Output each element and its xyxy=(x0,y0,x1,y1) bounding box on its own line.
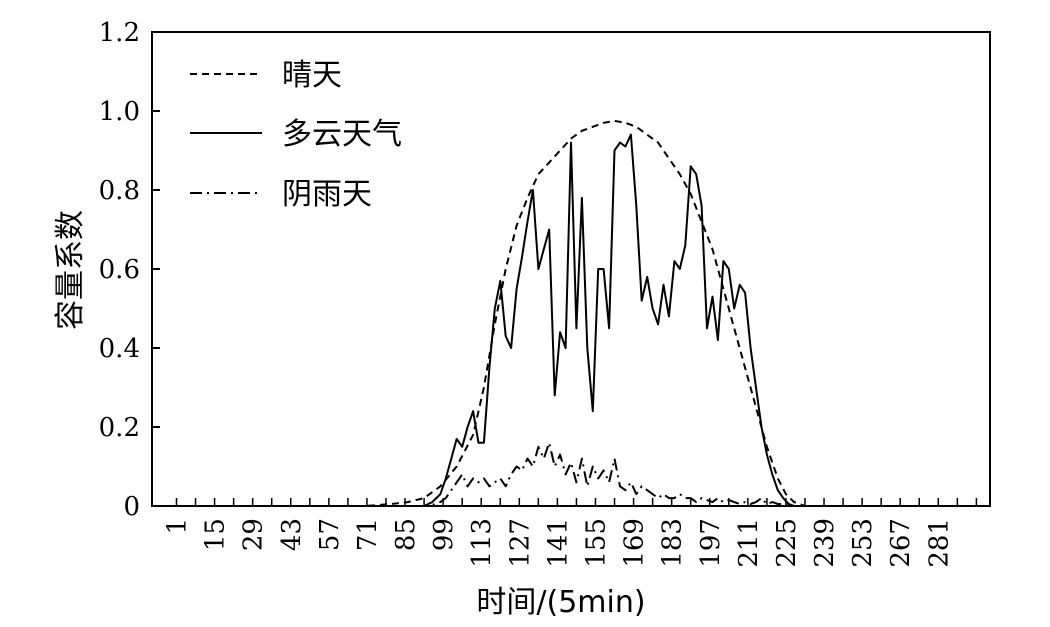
x-tick-label: 71 xyxy=(353,518,383,551)
series-line-1 xyxy=(152,133,990,507)
x-tick-label: 141 xyxy=(543,518,573,568)
series-line-0 xyxy=(152,119,990,507)
x-tick-label: 99 xyxy=(429,518,459,551)
x-tick-label: 155 xyxy=(581,518,611,568)
legend-label-0: 晴天 xyxy=(282,58,342,93)
y-tick-label: 0.2 xyxy=(99,413,140,443)
x-tick-label: 29 xyxy=(239,518,269,551)
y-tick-label: 0.6 xyxy=(99,255,140,285)
x-tick-label: 253 xyxy=(848,518,878,568)
legend-label-2: 阴雨天 xyxy=(282,177,372,212)
x-tick-label: 85 xyxy=(391,518,421,551)
x-tick-label: 239 xyxy=(810,518,840,568)
y-axis: 0 0.2 0.4 0.6 0.8 1.0 1.2 xyxy=(99,18,160,522)
y-tick-label: 0.4 xyxy=(99,334,140,364)
series-line-2 xyxy=(152,441,990,507)
x-tick-label: 281 xyxy=(924,518,954,568)
x-tick-label: 197 xyxy=(696,518,726,568)
x-tick-label: 183 xyxy=(658,518,688,568)
y-axis-title: 容量系数 xyxy=(53,210,88,330)
x-axis-title: 时间/(5min) xyxy=(476,585,645,620)
x-tick-label: 127 xyxy=(505,518,535,568)
x-tick-label: 169 xyxy=(620,518,650,568)
y-tick-label: 1.2 xyxy=(99,18,140,48)
y-tick-label: 0 xyxy=(123,492,140,522)
x-tick-label: 225 xyxy=(772,518,802,568)
x-tick-label: 113 xyxy=(467,518,497,568)
series-layer xyxy=(152,119,990,507)
x-tick-label: 43 xyxy=(277,518,307,551)
legend-label-1: 多云天气 xyxy=(282,117,402,152)
x-tick-label: 211 xyxy=(734,518,764,568)
x-axis: 1 15 29 43 57 71 85 99 113 127 141 155 169 183 197 211 2… xyxy=(162,498,978,568)
x-tick-label: 57 xyxy=(315,518,345,551)
x-tick-label: 15 xyxy=(201,518,231,551)
x-tick-label: 1 xyxy=(162,518,192,535)
x-tick-label: 267 xyxy=(886,518,916,568)
y-tick-label: 0.8 xyxy=(99,176,140,206)
plot-area-frame xyxy=(151,31,991,507)
y-tick-label: 1.0 xyxy=(99,97,140,127)
